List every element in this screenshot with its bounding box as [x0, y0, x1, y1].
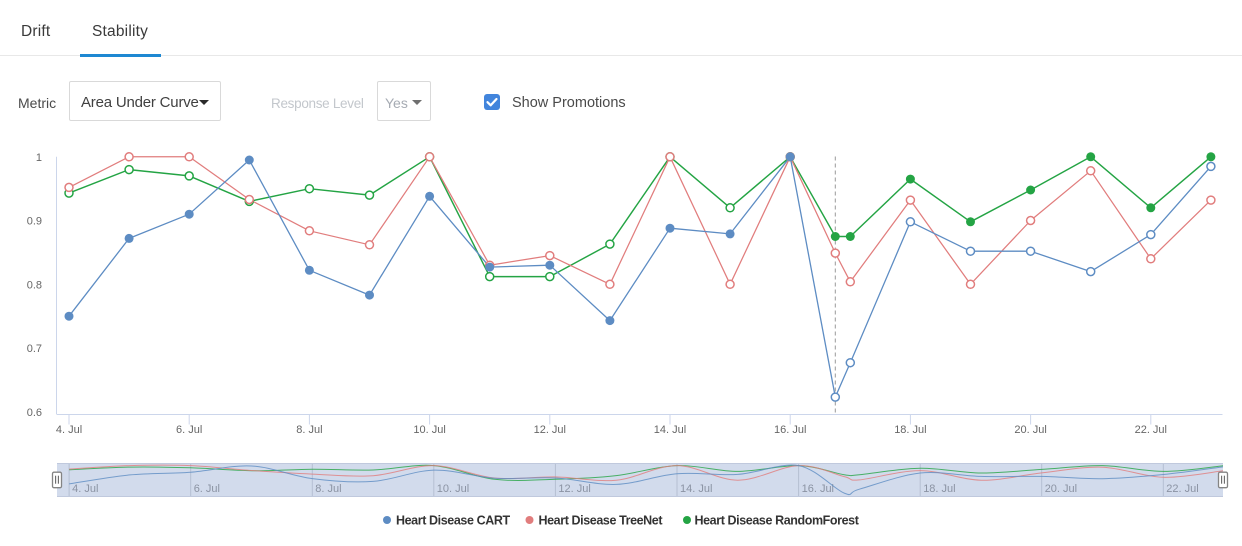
svg-text:4. Jul: 4. Jul: [56, 424, 82, 436]
svg-text:0.7: 0.7: [27, 343, 42, 355]
svg-text:10. Jul: 10. Jul: [413, 424, 445, 436]
svg-text:6. Jul: 6. Jul: [194, 483, 220, 495]
svg-text:Heart Disease RandomForest: Heart Disease RandomForest: [695, 514, 860, 528]
svg-text:22. Jul: 22. Jul: [1166, 483, 1198, 495]
svg-text:12. Jul: 12. Jul: [558, 483, 590, 495]
svg-text:Heart Disease CART: Heart Disease CART: [396, 514, 510, 528]
svg-text:0.8: 0.8: [27, 279, 42, 291]
svg-text:22. Jul: 22. Jul: [1135, 424, 1167, 436]
svg-text:12. Jul: 12. Jul: [534, 424, 566, 436]
svg-text:10. Jul: 10. Jul: [437, 483, 469, 495]
svg-text:0.9: 0.9: [27, 216, 42, 228]
svg-text:14. Jul: 14. Jul: [654, 424, 686, 436]
svg-text:8. Jul: 8. Jul: [315, 483, 341, 495]
svg-text:0.6: 0.6: [27, 407, 42, 419]
svg-text:14. Jul: 14. Jul: [680, 483, 712, 495]
svg-text:6. Jul: 6. Jul: [176, 424, 202, 436]
svg-text:18. Jul: 18. Jul: [894, 424, 926, 436]
svg-text:8. Jul: 8. Jul: [296, 424, 322, 436]
svg-text:1: 1: [36, 152, 42, 164]
svg-text:4. Jul: 4. Jul: [72, 483, 98, 495]
svg-text:20. Jul: 20. Jul: [1045, 483, 1077, 495]
svg-text:20. Jul: 20. Jul: [1014, 424, 1046, 436]
svg-text:18. Jul: 18. Jul: [923, 483, 955, 495]
svg-text:Heart Disease TreeNet: Heart Disease TreeNet: [539, 514, 664, 528]
svg-text:16. Jul: 16. Jul: [802, 483, 834, 495]
svg-text:16. Jul: 16. Jul: [774, 424, 806, 436]
